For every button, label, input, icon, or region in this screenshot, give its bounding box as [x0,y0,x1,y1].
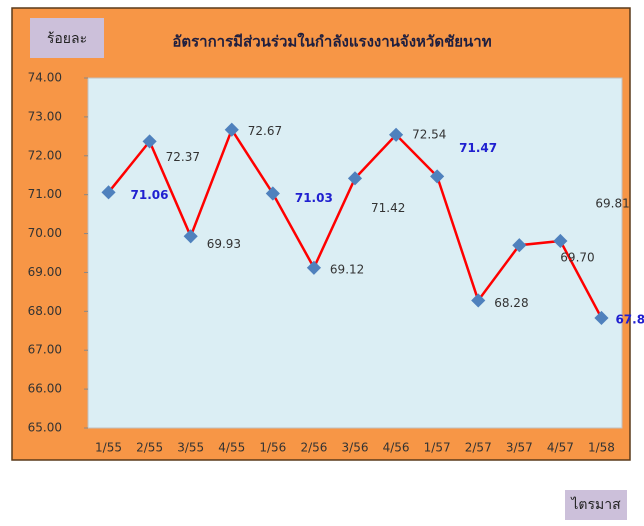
data-point [553,233,568,249]
x-tick-label: 3/57 [506,441,533,455]
y-label-box [30,18,104,58]
data-point [306,260,321,275]
data-label: 72.37 [166,150,200,164]
data-point [430,169,445,184]
y-tick-label: 70.00 [28,226,62,240]
data-label: 69.70 [560,251,594,265]
x-tick-label: 4/57 [547,441,574,455]
x-tick-label: 4/56 [383,441,410,455]
data-label: 69.93 [207,237,241,251]
y-tick-label: 69.00 [28,265,62,279]
x-tick-label: 2/57 [465,441,492,455]
data-label: 69.81 [595,196,629,210]
x-tick-label: 1/57 [424,441,451,455]
data-point [265,186,280,201]
x-tick-label: 2/56 [300,441,327,455]
data-point [512,238,527,253]
data-label: 67.83 [615,312,644,326]
data-point [224,122,239,137]
data-label: 68.28 [494,296,528,310]
y-tick-label: 71.00 [28,187,62,201]
data-point [347,171,363,186]
y-tick-label: 68.00 [28,304,62,318]
data-point [389,127,404,142]
x-tick-label: 1/56 [259,441,286,455]
x-label-box [565,490,627,520]
data-label: 71.47 [459,141,497,155]
x-tick-label: 3/55 [177,441,204,455]
y-axis-label: ร้อยละ [47,31,87,47]
y-tick-label: 72.00 [28,148,62,162]
chart-title: อัตราการมีส่วนร่วมในกำลังแรงงานจังหวัดชั… [172,33,491,51]
data-label: 72.67 [248,124,282,138]
y-tick-label: 74.00 [28,71,62,85]
data-point [142,134,157,149]
data-point [594,310,609,326]
y-tick-label: 73.00 [28,109,62,123]
x-axis-label: ไตรมาส [570,496,621,513]
data-label: 69.12 [330,262,364,276]
y-tick-label: 66.00 [28,382,62,396]
data-label: 72.54 [412,127,446,141]
data-label: 71.42 [371,201,405,215]
x-tick-label: 1/58 [588,441,615,455]
plot-area [87,77,623,429]
data-point [183,229,198,244]
y-tick-label: 65.00 [28,421,62,435]
y-tick-label: 67.00 [28,343,62,357]
data-label: 71.03 [295,191,333,205]
x-tick-label: 2/55 [136,441,163,455]
x-tick-label: 1/55 [95,441,122,455]
x-tick-label: 3/56 [342,441,369,455]
x-tick-label: 4/55 [218,441,245,455]
data-point [471,293,486,308]
data-label: 71.06 [131,188,169,202]
